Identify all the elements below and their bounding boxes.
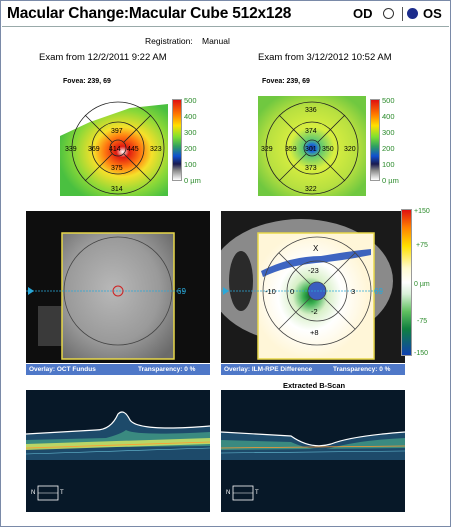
- fundus-right-overlay-bar[interactable]: Overlay: ILM-RPE Difference Transparency…: [221, 364, 405, 375]
- bscan-right-view[interactable]: N T: [221, 390, 405, 512]
- od-radio-icon[interactable]: [383, 8, 394, 19]
- exam-2-sector-bottom-inner: 373: [305, 165, 317, 172]
- diff-scale-zero: 0 µm: [414, 281, 430, 288]
- registration-label: Registration:: [145, 36, 193, 46]
- exam-1-sector-right-inner: 445: [127, 146, 139, 153]
- scale-2-0: 0 µm: [382, 176, 399, 185]
- bscan-left-t-label: T: [60, 490, 64, 496]
- fundus-right-sector-bottom-inner: -2: [311, 307, 318, 316]
- exam-1-label: Exam from 12/2/2011 9:22 AM: [39, 52, 167, 63]
- os-radio-icon[interactable]: [407, 8, 418, 19]
- fundus-right-sector-left-inner: 0: [290, 287, 294, 296]
- fundus-right-sector-top: X: [313, 244, 319, 253]
- os-label[interactable]: OS: [423, 6, 442, 21]
- exam-2-sector-left-outer: 329: [261, 146, 273, 153]
- bscan-right-t-label: T: [255, 490, 259, 496]
- exam-1-sector-bottom-inner: 375: [111, 165, 123, 172]
- bscan-left-n-label: N: [31, 490, 36, 496]
- fundus-left-svg: 69: [26, 211, 210, 363]
- exam-2-sector-right-outer: 320: [344, 146, 356, 153]
- fundus-right-scan-number: 69: [374, 287, 383, 296]
- scale-1-100: 100: [184, 160, 197, 169]
- exam-1-sector-center: 414: [109, 146, 121, 153]
- fundus-left-overlay-bar[interactable]: Overlay: OCT Fundus Transparency: 0 %: [26, 364, 210, 375]
- scale-2-500: 500: [382, 96, 395, 105]
- scale-2-400: 400: [382, 112, 395, 121]
- scale-1-300: 300: [184, 128, 197, 137]
- exam-1-sector-top: 397: [111, 128, 123, 135]
- registration-value[interactable]: Manual: [202, 36, 230, 46]
- scale-2-300: 300: [382, 128, 395, 137]
- fundus-right-sector-left-outer: -10: [265, 287, 276, 296]
- exam-2-sector-center: 301: [305, 146, 317, 153]
- scale-1-200: 200: [184, 144, 197, 153]
- scale-1-400: 400: [184, 112, 197, 121]
- header-divider: [2, 26, 449, 27]
- fundus-left-transparency[interactable]: Transparency: 0 %: [138, 366, 196, 373]
- fundus-right-sector-right-inner: 3: [351, 287, 355, 296]
- exam-1-fovea: Fovea: 239, 69: [63, 78, 111, 85]
- diff-scale-minus75: -75: [417, 318, 428, 325]
- exam-2-sector-top: 374: [305, 128, 317, 135]
- fundus-right-transparency[interactable]: Transparency: 0 %: [333, 366, 391, 373]
- diff-scale-plus75: +75: [416, 242, 428, 249]
- exam-2-fovea: Fovea: 239, 69: [262, 78, 310, 85]
- bscan-left-svg: [26, 390, 210, 512]
- bscan-left-view[interactable]: N T: [26, 390, 210, 512]
- diff-scale-plus150: +150: [414, 208, 430, 215]
- exam-2-sector-bottom-outer: 322: [305, 186, 317, 193]
- exam-2-label: Exam from 3/12/2012 10:52 AM: [258, 52, 392, 63]
- scale-1-0: 0 µm: [184, 176, 201, 185]
- scale-2-200: 200: [382, 144, 395, 153]
- exam-2-thickness-scale: [370, 99, 380, 181]
- fundus-right-svg: X -23 -10 0 3 -2 +8 69: [221, 211, 405, 363]
- exam-1-thickness-scale: [172, 99, 182, 181]
- fundus-left-overlay-label[interactable]: Overlay: OCT Fundus: [29, 366, 96, 373]
- page-title: Macular Change:Macular Cube 512x128: [7, 5, 292, 22]
- bscan-right-svg: [221, 390, 405, 512]
- fundus-right-view[interactable]: X -23 -10 0 3 -2 +8 69: [221, 211, 405, 363]
- scale-1-500: 500: [184, 96, 197, 105]
- exam-2-thickness-map[interactable]: 336 374 329 359 301 350 320 373 322: [258, 96, 366, 196]
- exam-2-thickness-svg: 336 374 329 359 301 350 320 373 322: [258, 96, 366, 196]
- od-label[interactable]: OD: [353, 6, 373, 21]
- exam-2-sector-left-inner: 359: [285, 146, 297, 153]
- diff-scale-minus150: -150: [414, 350, 429, 357]
- fundus-right-sector-bottom-outer: +8: [310, 328, 319, 337]
- fundus-left-view[interactable]: 69: [26, 211, 210, 363]
- exam-2-sector-top-outer: 336: [305, 107, 317, 114]
- bscan-title: Extracted B-Scan: [283, 381, 346, 390]
- exam-1-sector-bottom-outer: 314: [111, 186, 123, 193]
- exam-1-sector-right-outer: 323: [150, 146, 162, 153]
- exam-1-sector-left-inner: 369: [88, 146, 100, 153]
- exam-2-sector-right-inner: 350: [322, 146, 334, 153]
- exam-1-sector-left-outer: 339: [65, 146, 77, 153]
- fundus-left-scan-number: 69: [177, 287, 186, 296]
- exam-1-thickness-map[interactable]: 397 339 369 414 445 323 375 314: [60, 96, 168, 196]
- eye-separator: [402, 7, 403, 21]
- bscan-right-n-label: N: [226, 490, 231, 496]
- exam-1-thickness-svg: 397 339 369 414 445 323 375 314: [60, 101, 168, 196]
- fundus-right-overlay-label[interactable]: Overlay: ILM-RPE Difference: [224, 366, 313, 373]
- difference-scale: [401, 209, 412, 356]
- fundus-right-sector-top-inner: -23: [308, 266, 319, 275]
- scale-2-100: 100: [382, 160, 395, 169]
